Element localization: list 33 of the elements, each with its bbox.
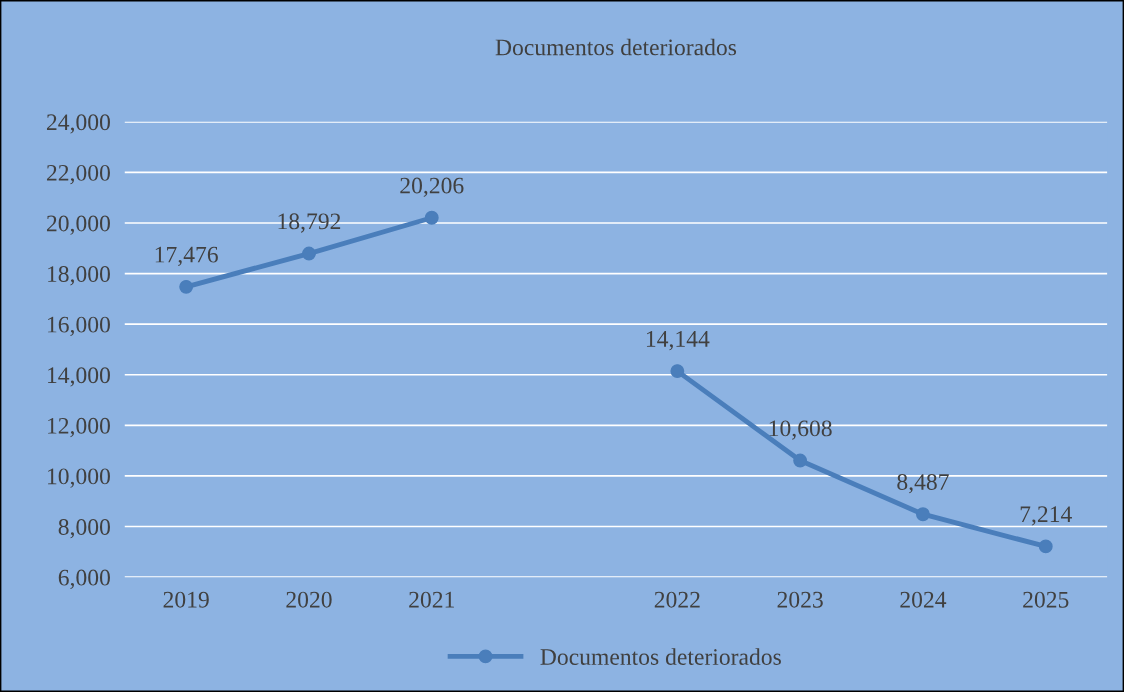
data-label: 20,206 — [400, 177, 464, 197]
point — [424, 210, 439, 225]
chart-title: Documentos deteriorados — [495, 38, 737, 56]
x-tick-label: 2020 — [286, 591, 332, 608]
y-tick-label: 24,000 — [46, 114, 110, 134]
point — [670, 364, 685, 379]
legend-label: Documentos deteriorados — [540, 648, 781, 665]
data-label: 18,792 — [278, 213, 341, 233]
y-tick-label: 16,000 — [48, 316, 110, 336]
point — [302, 246, 316, 261]
data-label: 10,608 — [769, 420, 832, 440]
y-tick-label: 22,000 — [46, 164, 110, 185]
x-tick-label: 2024 — [900, 591, 947, 608]
point — [179, 279, 194, 294]
y-tick-label: 14,000 — [48, 367, 110, 387]
data-label: 8,487 — [897, 474, 949, 494]
y-tick-label: 8,000 — [58, 519, 110, 539]
y-tick-label: 6,000 — [58, 569, 110, 589]
x-tick-label: 2025 — [1023, 591, 1069, 608]
x-tick-label: 2022 — [654, 591, 700, 608]
y-tick-label: 18,000 — [48, 266, 110, 286]
point — [793, 453, 808, 468]
x-tick-label: 2019 — [163, 591, 209, 608]
y-tick-label: 20,000 — [46, 215, 110, 235]
data-label: 17,476 — [155, 246, 218, 266]
y-tick-label: 10,000 — [48, 468, 110, 488]
x-tick-label: 2023 — [777, 591, 823, 608]
x-tick-label: 2021 — [409, 591, 454, 608]
point — [915, 507, 930, 522]
data-label: 7,214 — [1020, 506, 1072, 526]
y-tick-label: 12,000 — [48, 417, 110, 438]
data-label: 14,144 — [646, 331, 710, 351]
point — [1038, 539, 1053, 554]
